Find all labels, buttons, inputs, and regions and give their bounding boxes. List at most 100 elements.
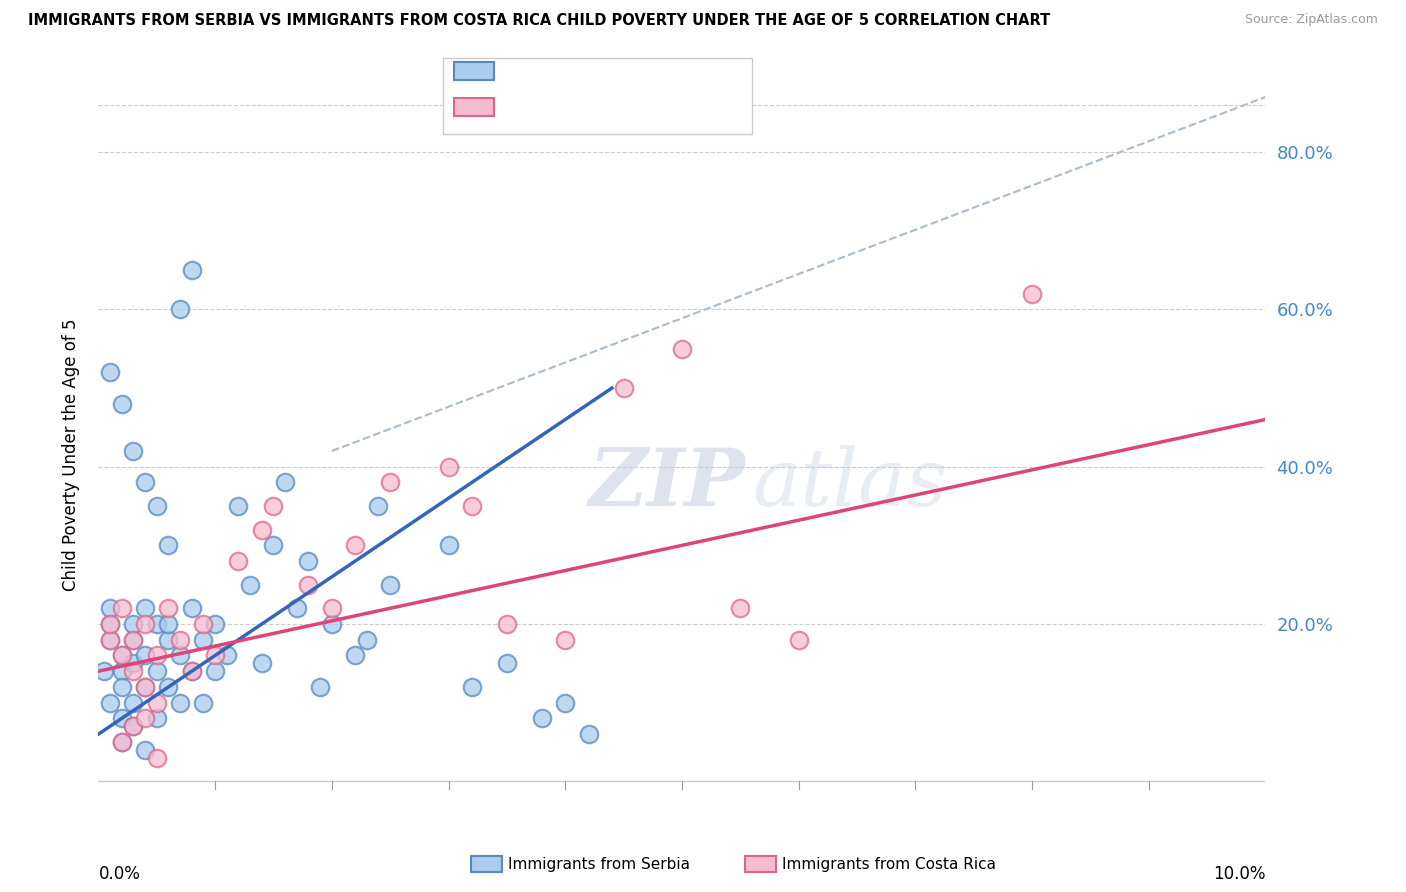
- Point: [461, 499, 484, 513]
- Text: 35: 35: [637, 98, 659, 116]
- Point: [730, 601, 752, 615]
- Point: [98, 632, 121, 647]
- Text: Immigrants from Serbia: Immigrants from Serbia: [508, 857, 689, 871]
- Point: [180, 263, 202, 277]
- Text: atlas: atlas: [752, 445, 948, 523]
- Point: [157, 617, 180, 632]
- Point: [437, 538, 460, 552]
- Point: [169, 696, 191, 710]
- Point: [496, 657, 519, 671]
- Text: R =: R =: [502, 98, 538, 116]
- Point: [157, 538, 180, 552]
- Point: [193, 696, 215, 710]
- Point: [146, 499, 169, 513]
- Point: [321, 601, 343, 615]
- Point: [111, 397, 134, 411]
- Point: [204, 617, 226, 632]
- Point: [356, 632, 378, 647]
- Point: [228, 499, 250, 513]
- Point: [1021, 286, 1043, 301]
- Point: [111, 601, 134, 615]
- Point: [157, 601, 180, 615]
- Point: [146, 696, 169, 710]
- Point: [134, 680, 156, 694]
- Point: [98, 601, 121, 615]
- Point: [122, 664, 145, 678]
- Point: [612, 381, 634, 395]
- Point: [122, 719, 145, 733]
- Y-axis label: Child Poverty Under the Age of 5: Child Poverty Under the Age of 5: [62, 318, 80, 591]
- Point: [122, 657, 145, 671]
- Point: [98, 365, 121, 379]
- Text: ZIP: ZIP: [589, 445, 745, 523]
- Point: [344, 648, 367, 663]
- Point: [146, 648, 169, 663]
- Text: 10.0%: 10.0%: [1213, 864, 1265, 882]
- Point: [321, 617, 343, 632]
- Text: N =: N =: [602, 98, 638, 116]
- Point: [787, 632, 810, 647]
- Point: [274, 475, 297, 490]
- Point: [297, 577, 319, 591]
- Point: [134, 617, 156, 632]
- Point: [157, 680, 180, 694]
- Text: 0.318: 0.318: [538, 62, 591, 80]
- Point: [578, 727, 600, 741]
- Point: [239, 577, 262, 591]
- Point: [496, 617, 519, 632]
- Point: [180, 664, 202, 678]
- Point: [122, 617, 145, 632]
- Point: [146, 617, 169, 632]
- Point: [122, 444, 145, 458]
- Point: [98, 617, 121, 632]
- Text: 61: 61: [637, 62, 659, 80]
- Point: [98, 632, 121, 647]
- Point: [169, 302, 191, 317]
- Point: [157, 632, 180, 647]
- Point: [250, 523, 273, 537]
- Point: [122, 696, 145, 710]
- Point: [380, 475, 402, 490]
- Text: Source: ZipAtlas.com: Source: ZipAtlas.com: [1244, 13, 1378, 27]
- Point: [461, 680, 484, 694]
- Point: [193, 617, 215, 632]
- Text: R =: R =: [502, 62, 538, 80]
- Point: [111, 664, 134, 678]
- Point: [93, 664, 115, 678]
- Point: [134, 743, 156, 757]
- Point: [111, 680, 134, 694]
- Point: [215, 648, 238, 663]
- Point: [98, 696, 121, 710]
- Text: 0.377: 0.377: [538, 98, 592, 116]
- Point: [111, 735, 134, 749]
- Point: [134, 711, 156, 725]
- Point: [297, 554, 319, 568]
- Point: [146, 664, 169, 678]
- Point: [554, 632, 576, 647]
- Point: [134, 475, 156, 490]
- Point: [180, 601, 202, 615]
- Point: [380, 577, 402, 591]
- Point: [169, 632, 191, 647]
- Text: IMMIGRANTS FROM SERBIA VS IMMIGRANTS FROM COSTA RICA CHILD POVERTY UNDER THE AGE: IMMIGRANTS FROM SERBIA VS IMMIGRANTS FRO…: [28, 13, 1050, 29]
- Point: [367, 499, 389, 513]
- Point: [204, 648, 226, 663]
- Point: [111, 648, 134, 663]
- Point: [309, 680, 332, 694]
- Point: [250, 657, 273, 671]
- Point: [262, 538, 284, 552]
- Point: [134, 680, 156, 694]
- Point: [554, 696, 576, 710]
- Point: [146, 750, 169, 764]
- Point: [180, 664, 202, 678]
- Point: [228, 554, 250, 568]
- Point: [193, 632, 215, 647]
- Point: [344, 538, 367, 552]
- Text: 0.0%: 0.0%: [98, 864, 141, 882]
- Point: [671, 342, 693, 356]
- Point: [122, 719, 145, 733]
- Point: [134, 648, 156, 663]
- Point: [262, 499, 284, 513]
- Point: [134, 601, 156, 615]
- Point: [146, 711, 169, 725]
